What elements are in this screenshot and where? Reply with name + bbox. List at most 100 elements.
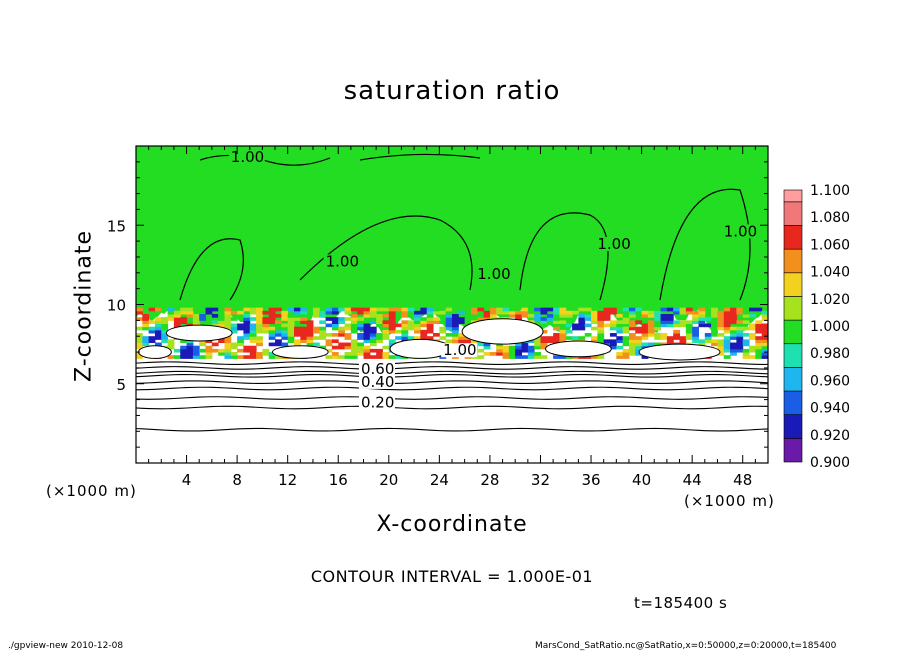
cloud-cell [338,355,346,359]
cloud-cell [622,329,630,334]
cloud-cell [540,323,548,328]
cloud-cell [742,339,750,344]
cloud-cell [597,329,605,334]
cloud-cell [603,314,611,318]
cloud-cell [167,339,175,344]
cloud-cell [559,314,567,318]
cloud-cell [730,314,737,318]
contour-line [136,374,768,378]
cloud-cell [610,326,617,331]
cloud-cell [622,352,630,356]
cloud-cell [565,329,573,334]
cloud-cell [420,336,428,340]
cloud-cell [237,326,244,331]
cloud-cell [546,320,554,325]
cloud-cell [527,345,535,350]
cloud-cell [344,352,352,356]
cloud-cell [224,317,232,321]
cloud-cell [268,329,276,334]
cloud-cell [161,333,169,337]
cloud-cell [363,323,371,328]
cloud-cell [249,317,257,321]
cloud-cell [635,310,643,315]
colorbar-label: 0.960 [810,373,850,389]
cloud-cell [376,317,383,321]
cloud-cell [357,323,365,328]
x-tick-label: 28 [480,471,499,489]
cloud-cell [477,348,485,353]
cloud-cell [407,310,415,315]
cloud-cell [350,339,358,344]
cloud-cell [654,314,662,318]
cloud-cell [142,320,150,325]
cloud-cell [515,314,523,318]
cloud-cell [180,348,188,353]
cloud-cell [344,317,352,321]
cloud-cell [148,326,156,331]
cloud-cell [723,336,731,340]
cloud-cell [363,345,371,350]
cloud-cell [559,355,567,359]
cloud-cell [173,323,181,328]
cloud-cell [553,320,560,325]
cloud-cell [344,307,352,312]
cloud-cell [584,310,592,315]
cloud-cell [376,333,383,337]
cloud-cell [211,314,219,318]
cloud-cell [483,310,491,315]
cloud-cell [161,329,169,334]
cloud-cell [312,342,320,347]
cloud-cell [256,336,263,340]
cloud-cell [249,352,257,356]
cloud-cell [275,342,282,347]
cloud-cell [660,307,668,312]
contour-line [136,380,768,384]
cloud-cell [540,307,548,312]
cloud-cell [666,323,674,328]
cloud-cell [300,310,308,315]
cloud-cell [142,342,150,347]
cloud-cell [610,323,617,328]
cloud-cell [439,326,447,331]
cloud-lens [545,340,612,358]
cloud-cell [553,307,560,312]
cloud-cell [344,323,352,328]
cloud-cell [711,310,718,315]
colorbar-cell [783,343,803,368]
cloud-cell [180,352,188,356]
cloud-cell [698,314,706,318]
cloud-cell [628,314,636,318]
cloud-cell [742,342,750,347]
contour-label: 1.00 [597,235,630,253]
cloud-cell [192,307,200,312]
cloud-cell [470,310,478,315]
cloud-cell [363,333,371,337]
cloud-cell [154,333,162,337]
cloud-cell [224,326,232,331]
cloud-cell [173,317,181,321]
cloud-cell [312,336,320,340]
cloud-cell [553,355,560,359]
cloud-cell [376,323,383,328]
cloud-cell [331,320,339,325]
cloud-cell [641,329,649,334]
cloud-cell [230,317,238,321]
cloud-cell [654,326,662,331]
cloud-cell [161,320,169,325]
cloud-cell [445,326,453,331]
cloud-cell [628,352,636,356]
cloud-cell [243,326,251,331]
cloud-cell [243,333,251,337]
cloud-cell [287,320,295,325]
cloud-cell [173,348,181,353]
cloud-cell [452,317,459,321]
cloud-cell [395,336,402,340]
cloud-cell [452,323,459,328]
cloud-cell [319,310,327,315]
cloud-cell [692,317,699,321]
cloud-cell [761,355,768,359]
cloud-cell [224,352,232,356]
cloud-cell [369,307,377,312]
cloud-cell [167,307,175,312]
cloud-cell [300,329,308,334]
